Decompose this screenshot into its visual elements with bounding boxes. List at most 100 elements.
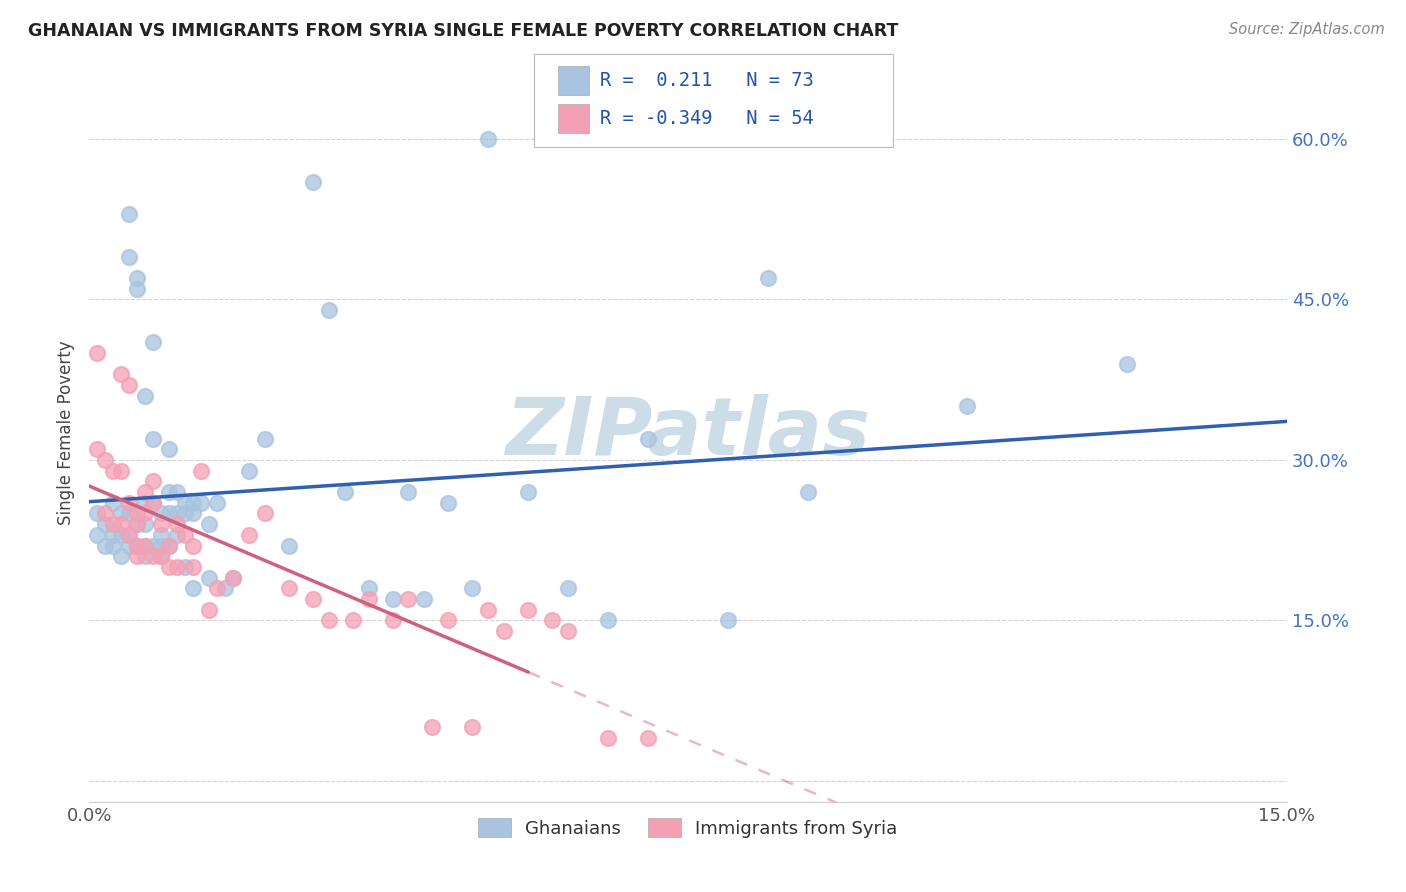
Point [222, 571, 245, 585]
Point [301, 592, 323, 607]
Point [598, 731, 620, 745]
Point [166, 507, 188, 521]
Point [157, 442, 180, 457]
Point [413, 592, 436, 607]
Point [717, 614, 740, 628]
Point [166, 560, 188, 574]
Point [205, 582, 228, 596]
Point [149, 528, 172, 542]
Point [461, 582, 484, 596]
Point [342, 614, 364, 628]
Point [637, 731, 659, 745]
Point [437, 496, 460, 510]
Point [110, 368, 132, 382]
Point [110, 507, 132, 521]
Point [238, 464, 260, 478]
Point [157, 539, 180, 553]
Point [110, 517, 132, 532]
Point [181, 507, 204, 521]
Point [181, 539, 204, 553]
Point [101, 528, 124, 542]
Point [142, 539, 165, 553]
Point [598, 614, 620, 628]
Point [142, 496, 165, 510]
Point [149, 549, 172, 564]
Point [149, 507, 172, 521]
Point [277, 539, 299, 553]
Point [118, 496, 141, 510]
Point [118, 539, 141, 553]
Point [101, 539, 124, 553]
Text: R = -0.349   N = 54: R = -0.349 N = 54 [600, 109, 814, 128]
Point [1116, 357, 1139, 371]
Point [190, 464, 212, 478]
Point [134, 507, 156, 521]
Point [125, 507, 148, 521]
Point [318, 303, 340, 318]
Point [86, 346, 108, 360]
Point [118, 528, 141, 542]
Point [86, 528, 108, 542]
Point [125, 517, 148, 532]
Text: R =  0.211   N = 73: R = 0.211 N = 73 [600, 70, 814, 90]
Point [756, 271, 779, 285]
Point [198, 571, 221, 585]
Point [149, 549, 172, 564]
Point [253, 507, 276, 521]
Point [125, 271, 148, 285]
Point [125, 282, 148, 296]
Point [125, 549, 148, 564]
Point [198, 517, 221, 532]
Point [118, 207, 141, 221]
Point [174, 528, 197, 542]
Point [190, 496, 212, 510]
Point [181, 496, 204, 510]
Point [494, 624, 516, 639]
Point [222, 571, 245, 585]
Point [142, 496, 165, 510]
Point [142, 432, 165, 446]
Point [86, 507, 108, 521]
Point [198, 603, 221, 617]
Point [238, 528, 260, 542]
Point [110, 528, 132, 542]
Point [118, 528, 141, 542]
Point [166, 485, 188, 500]
Point [101, 517, 124, 532]
Point [125, 539, 148, 553]
Point [381, 592, 404, 607]
Point [149, 517, 172, 532]
Point [110, 464, 132, 478]
Point [796, 485, 818, 500]
Point [181, 560, 204, 574]
Point [110, 549, 132, 564]
Point [398, 485, 420, 500]
Point [134, 539, 156, 553]
Point [637, 432, 659, 446]
Point [318, 614, 340, 628]
Point [134, 517, 156, 532]
Point [214, 582, 236, 596]
Point [437, 614, 460, 628]
Point [477, 132, 499, 146]
Point [157, 539, 180, 553]
Point [149, 539, 172, 553]
Point [557, 582, 579, 596]
Point [166, 517, 188, 532]
Point [461, 720, 484, 734]
Point [333, 485, 356, 500]
Point [357, 582, 380, 596]
Point [181, 582, 204, 596]
Point [157, 560, 180, 574]
Point [94, 539, 117, 553]
Point [142, 335, 165, 350]
Point [94, 507, 117, 521]
Point [381, 614, 404, 628]
Point [157, 485, 180, 500]
Point [398, 592, 420, 607]
Point [557, 624, 579, 639]
Point [134, 485, 156, 500]
Point [101, 496, 124, 510]
Point [517, 603, 540, 617]
Point [142, 549, 165, 564]
